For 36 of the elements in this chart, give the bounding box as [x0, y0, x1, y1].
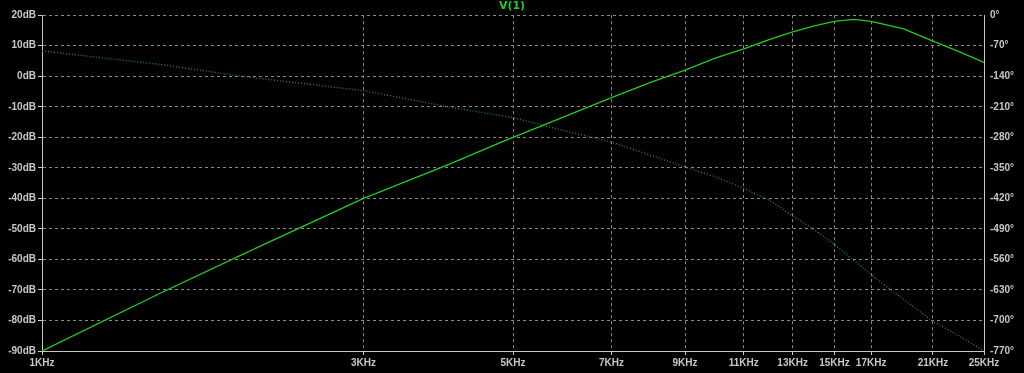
x-tick-label: 21KHz — [917, 356, 949, 368]
y2-tick-label: -350° — [990, 161, 1015, 173]
x-tick-label: 9KHz — [672, 356, 698, 368]
y-tick-label: 10dB — [11, 39, 36, 51]
y2-tick-label: -70° — [990, 39, 1009, 51]
x-tick-label: 15KHz — [819, 356, 850, 368]
y2-tick-label: -490° — [990, 222, 1015, 234]
y-tick-label: -10dB — [8, 100, 36, 112]
y-tick-label: -40dB — [8, 192, 36, 204]
y2-tick-label: -210° — [990, 100, 1015, 112]
y2-tick-label: -280° — [990, 131, 1015, 143]
y2-tick-label: -700° — [990, 314, 1015, 326]
x-tick-label: 17KHz — [855, 356, 887, 368]
x-tick-label: 11KHz — [728, 356, 759, 368]
x-tick-label: 25KHz — [968, 356, 1000, 368]
y-tick-label: -20dB — [8, 131, 36, 143]
y-tick-label: 0dB — [17, 70, 36, 81]
y-tick-label: 20dB — [11, 8, 36, 20]
x-tick-label: 5KHz — [500, 356, 526, 368]
chart-title: V(1) — [498, 0, 526, 13]
y2-tick-label: -560° — [990, 253, 1015, 265]
x-tick-label: 13KHz — [777, 356, 808, 368]
y2-tick-label: 0° — [990, 8, 1000, 20]
y2-tick-label: -770° — [990, 344, 1015, 356]
y-tick-label: -60dB — [8, 253, 36, 265]
y2-tick-label: -140° — [990, 70, 1015, 81]
y2-tick-label: -420° — [990, 192, 1015, 204]
y-tick-label: -80dB — [8, 314, 36, 326]
y-tick-label: -70dB — [8, 283, 36, 295]
x-tick-label: 3KHz — [351, 356, 377, 368]
x-tick-label: 1KHz — [29, 356, 55, 368]
y2-tick-label: -630° — [990, 283, 1015, 295]
y-tick-label: -50dB — [8, 222, 36, 234]
y-tick-label: -90dB — [8, 344, 36, 356]
y-tick-label: -30dB — [8, 161, 36, 173]
x-tick-label: 7KHz — [598, 356, 624, 368]
